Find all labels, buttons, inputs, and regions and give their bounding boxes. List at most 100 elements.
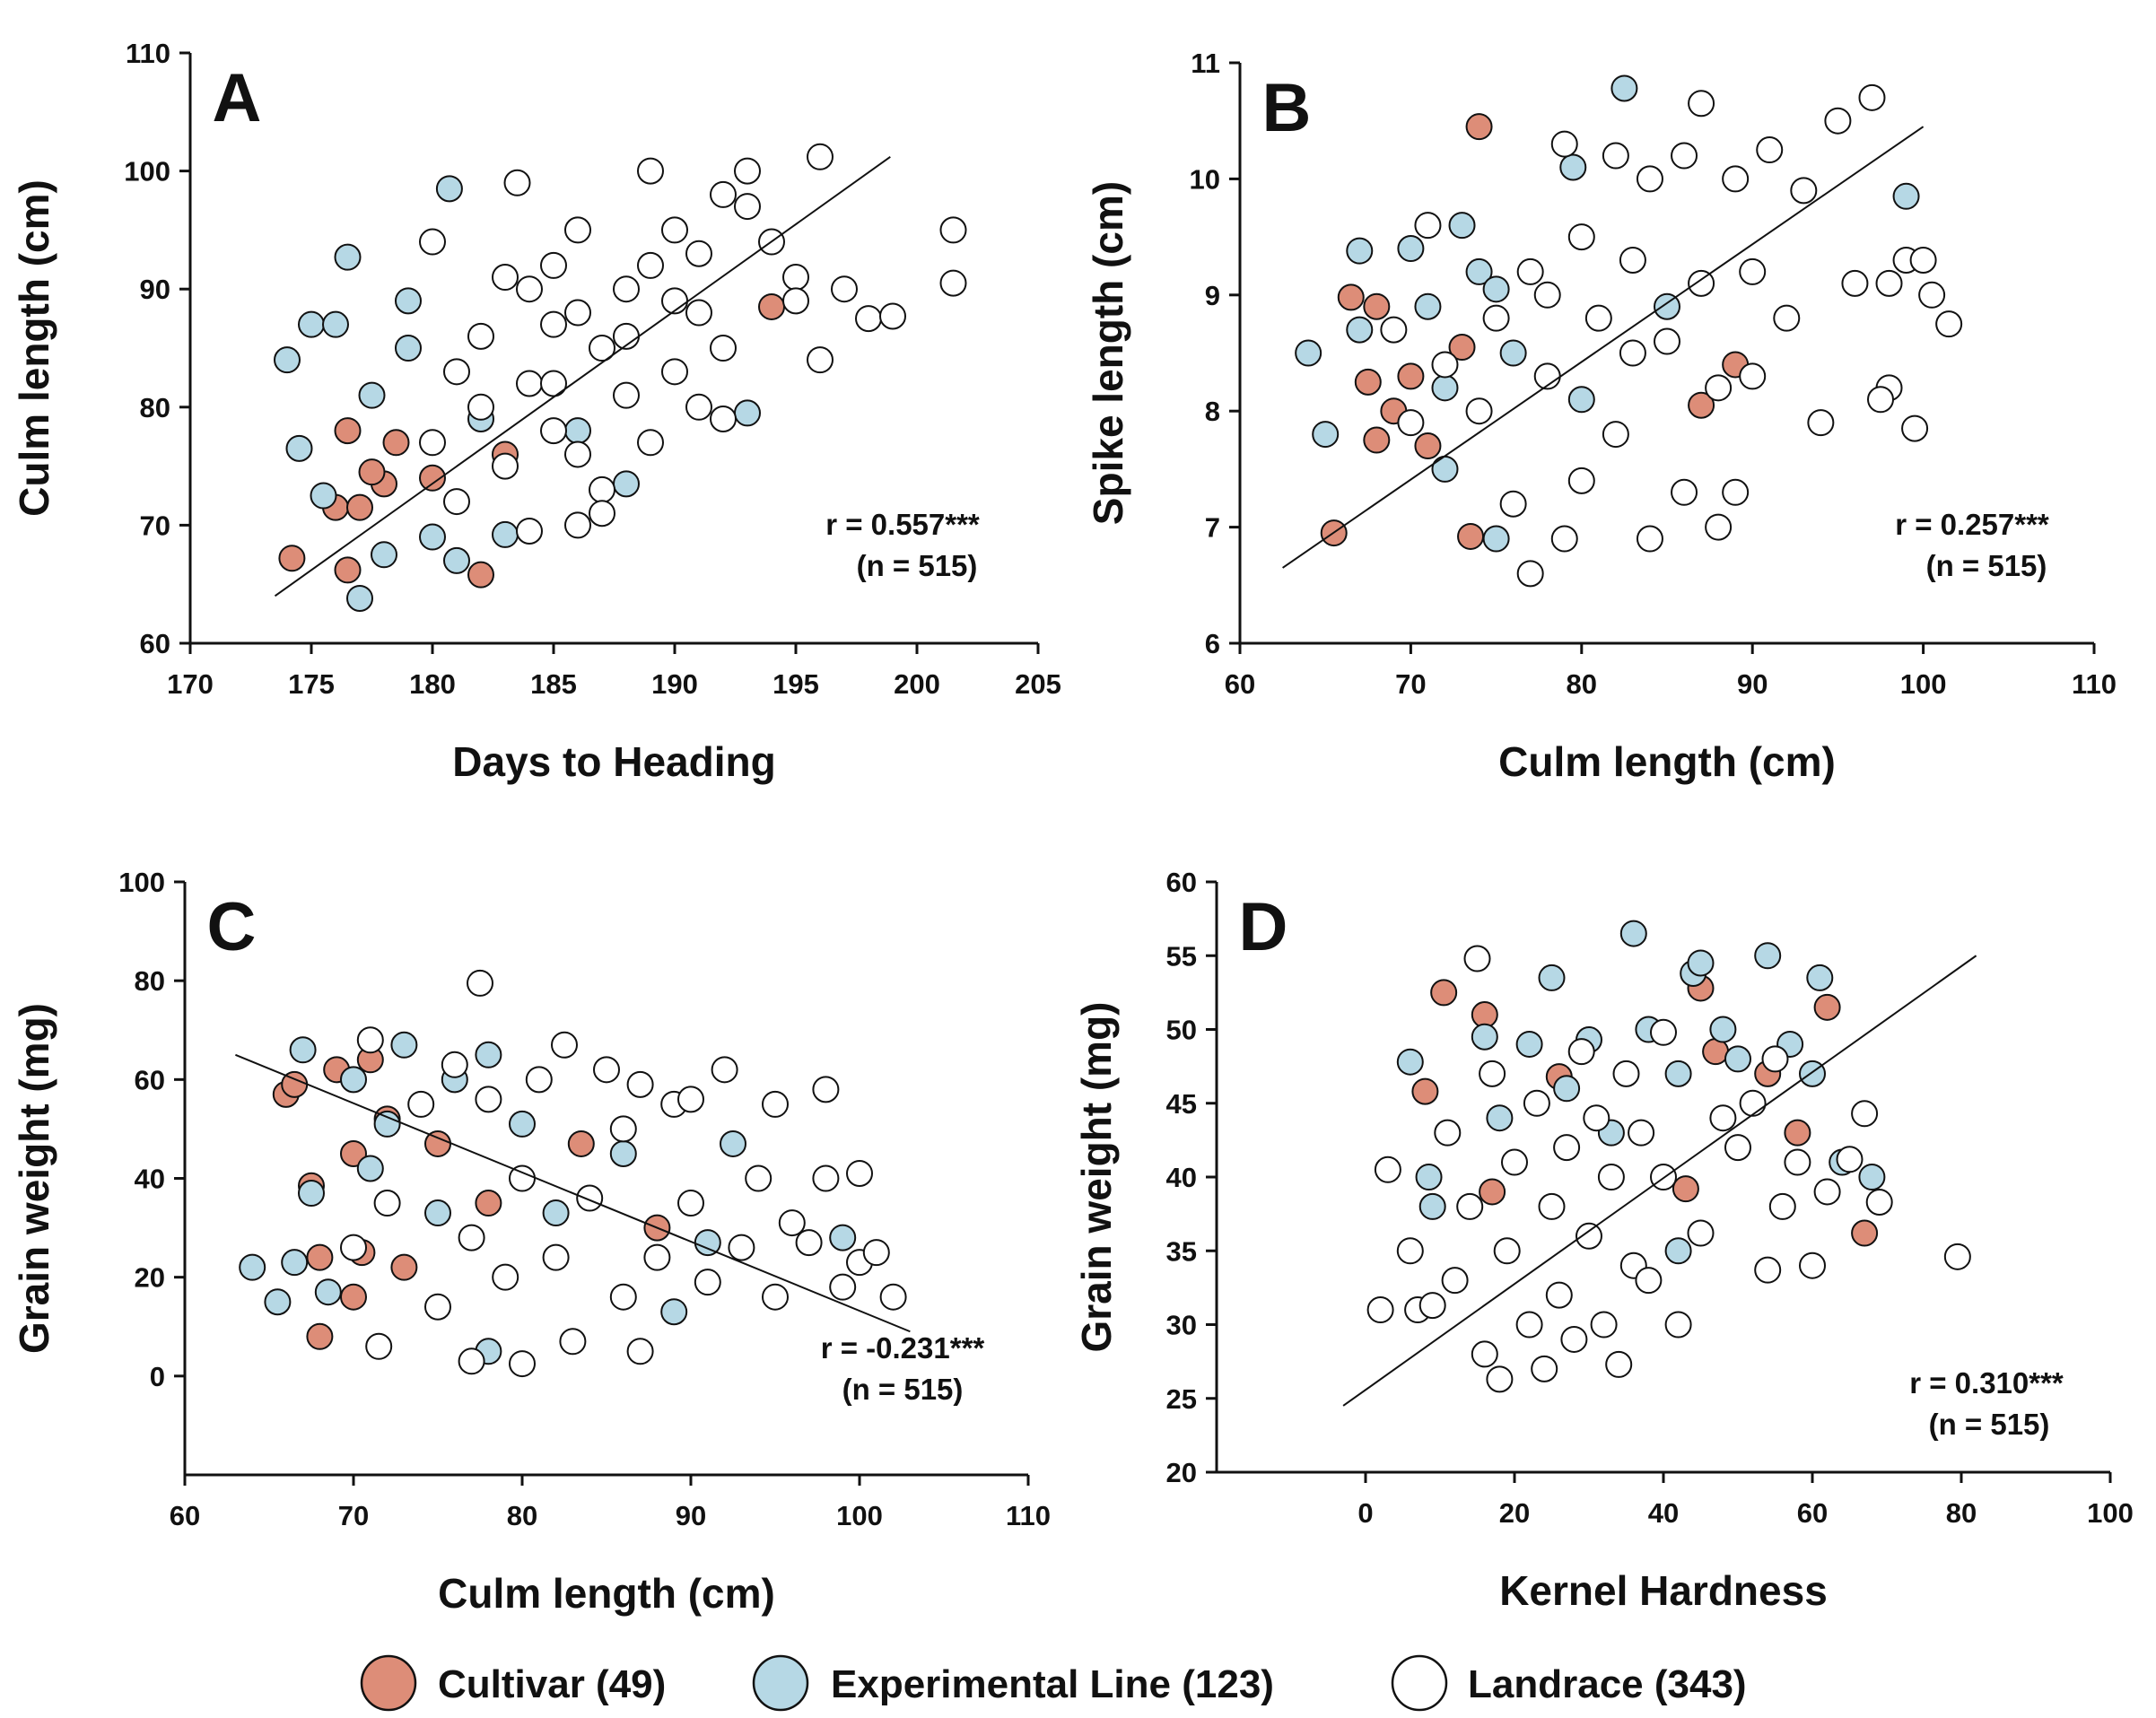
scatter-point xyxy=(467,969,493,997)
scatter-point xyxy=(1465,257,1493,285)
x-tick-label: 175 xyxy=(288,668,335,700)
scatter-point xyxy=(1841,269,1869,297)
x-tick-label: 195 xyxy=(772,668,819,700)
scatter-point xyxy=(1415,1164,1443,1190)
scatter-point xyxy=(734,193,761,221)
scatter-point xyxy=(306,1243,334,1271)
scatter-point xyxy=(1858,83,1886,111)
scatter-point xyxy=(1619,920,1647,947)
scatter-point xyxy=(467,322,494,350)
scatter-point xyxy=(467,561,494,589)
scatter-point xyxy=(685,240,712,267)
scatter-point xyxy=(1482,275,1510,303)
scatter-point xyxy=(609,1115,637,1143)
scatter-point xyxy=(239,1253,266,1281)
scatter-point xyxy=(1790,177,1818,205)
scatter-point xyxy=(540,251,567,279)
scatter-point xyxy=(1538,1192,1566,1220)
legend-swatch xyxy=(752,1654,809,1712)
scatter-point xyxy=(516,370,543,397)
scatter-point xyxy=(1724,1134,1751,1162)
scatter-point xyxy=(365,1332,393,1360)
x-tick-label: 70 xyxy=(1395,668,1426,700)
scatter-point xyxy=(1636,165,1663,193)
scatter-point xyxy=(1448,212,1476,240)
y-tick-label: 60 xyxy=(140,628,170,659)
scatter-point xyxy=(1354,368,1382,396)
scatter-point xyxy=(1567,223,1595,251)
scatter-point xyxy=(661,216,688,244)
scatter-point xyxy=(1560,1325,1588,1353)
scatter-point xyxy=(407,1090,435,1118)
scatter-point xyxy=(1414,212,1442,240)
scatter-point xyxy=(1545,1281,1573,1309)
scatter-point xyxy=(1471,1023,1498,1051)
scatter-point xyxy=(677,1086,704,1113)
x-tick-label: 110 xyxy=(1006,1500,1051,1531)
scatter-point xyxy=(1380,316,1408,344)
x-axis-title: Culm length (cm) xyxy=(1498,738,1836,785)
scatter-point xyxy=(1602,142,1629,170)
scatter-point xyxy=(1671,142,1698,170)
scatter-point xyxy=(356,1155,384,1182)
scatter-point xyxy=(1865,1188,1893,1216)
scatter-point xyxy=(274,346,301,374)
scatter-point xyxy=(564,511,591,539)
scatter-point xyxy=(1705,374,1733,402)
scatter-point xyxy=(862,1239,890,1267)
scatter-point xyxy=(441,1051,468,1078)
scatter-point xyxy=(1538,964,1566,991)
scatter-point xyxy=(677,1190,704,1217)
scatter-point xyxy=(1479,1060,1506,1087)
scatter-point xyxy=(694,1269,721,1296)
scatter-point xyxy=(1688,269,1715,297)
x-tick-label: 80 xyxy=(507,1500,537,1531)
scatter-point xyxy=(1813,993,1841,1021)
x-axis-title: Kernel Hardness xyxy=(1499,1567,1828,1614)
scatter-point xyxy=(509,1350,536,1378)
scatter-point xyxy=(1499,490,1527,518)
x-tick-label: 200 xyxy=(894,668,940,700)
annotation: r = -0.231*** xyxy=(821,1331,985,1365)
scatter-point xyxy=(1671,478,1698,506)
scatter-point xyxy=(1471,1340,1498,1368)
x-tick-label: 40 xyxy=(1648,1497,1679,1529)
scatter-point xyxy=(626,1338,654,1365)
scatter-point xyxy=(1418,1292,1446,1320)
trend-line xyxy=(274,155,891,597)
y-tick-label: 100 xyxy=(118,867,165,898)
x-tick-label: 170 xyxy=(167,668,214,700)
scatter-point xyxy=(542,1243,570,1271)
scatter-point xyxy=(424,1293,451,1321)
scatter-point xyxy=(1553,1134,1581,1162)
y-axis-title: Culm length (cm) xyxy=(11,179,57,517)
scatter-point xyxy=(1457,522,1485,550)
y-tick-label: 90 xyxy=(140,274,170,305)
scatter-point xyxy=(1396,1048,1424,1076)
annotation: r = 0.257*** xyxy=(1895,508,2049,541)
scatter-point xyxy=(685,299,712,327)
scatter-point xyxy=(1486,1365,1514,1393)
scatter-point xyxy=(728,1234,755,1261)
y-tick-label: 10 xyxy=(1190,163,1220,195)
annotation: (n = 515) xyxy=(1926,549,2047,582)
y-tick-label: 80 xyxy=(135,965,165,997)
scatter-point xyxy=(1482,525,1510,553)
scatter-point xyxy=(475,1190,502,1217)
panel: 60 70 80 90 100 110 6 7 8 9 10 11 Culm length (cm) Sp… xyxy=(1085,48,2117,785)
scatter-point xyxy=(1550,525,1578,553)
legend-label: Experimental Line (123) xyxy=(831,1662,1274,1706)
scatter-point xyxy=(758,292,785,320)
scatter-point xyxy=(1664,1060,1692,1087)
x-tick-label: 180 xyxy=(409,668,456,700)
scatter-point xyxy=(371,541,397,569)
scatter-point xyxy=(1892,182,1920,210)
scatter-point xyxy=(1722,478,1750,506)
scatter-point xyxy=(492,264,519,292)
scatter-point xyxy=(516,517,543,545)
panel: 170 175 180 185 190 195 200 205 60 70 80 90 100 110 Da… xyxy=(11,38,1061,785)
scatter-point xyxy=(939,216,967,244)
scatter-point xyxy=(564,417,591,445)
y-tick-label: 40 xyxy=(1166,1162,1197,1193)
scatter-point xyxy=(589,500,615,528)
